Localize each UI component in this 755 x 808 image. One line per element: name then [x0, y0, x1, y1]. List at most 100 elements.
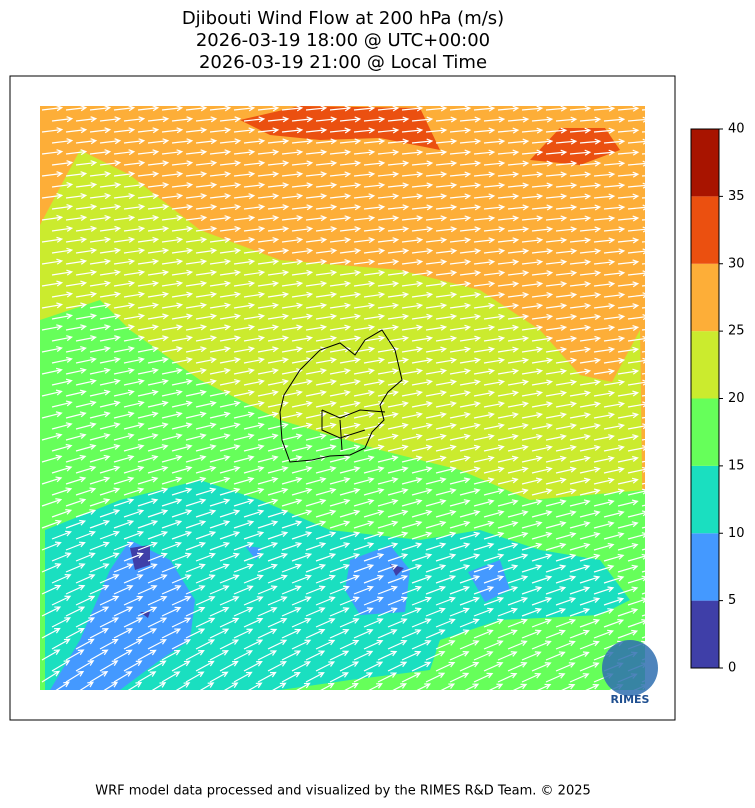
wind-arrow: [281, 520, 303, 529]
wind-arrow: [497, 412, 519, 419]
wind-arrow: [51, 116, 74, 123]
wind-arrow: [233, 541, 255, 551]
wind-arrow: [449, 149, 472, 156]
wind-arrow: [617, 303, 640, 310]
wind-arrow: [171, 422, 193, 430]
wind-arrow: [617, 171, 640, 178]
wind-arrow: [521, 302, 544, 309]
wind-arrow: [425, 215, 448, 222]
wind-arrow: [377, 302, 400, 309]
footer: WRF model data processed and visualized …: [95, 784, 591, 799]
wind-arrow: [123, 595, 144, 606]
wind-arrow: [291, 487, 313, 496]
wind-arrow: [267, 552, 289, 562]
wind-arrow: [569, 477, 591, 485]
country-border: [279, 329, 403, 463]
wind-arrow: [411, 401, 433, 408]
wind-arrow: [497, 520, 519, 529]
wind-arrow: [195, 444, 217, 452]
wind-arrow: [435, 661, 456, 672]
wind-arrow: [617, 237, 640, 244]
wind-arrow: [627, 423, 645, 430]
wind-arrow: [401, 259, 424, 266]
wind-arrow: [545, 499, 567, 507]
wind-arrow: [305, 171, 328, 178]
wind-arrow: [483, 248, 506, 255]
wind-arrow: [75, 443, 97, 452]
wind-arrow: [459, 182, 482, 189]
wind-arrow: [459, 575, 481, 584]
wind-arrow: [387, 574, 409, 584]
wind-arrow: [89, 454, 111, 463]
wind-arrow: [147, 225, 170, 232]
wind-arrow: [617, 608, 639, 617]
wind-arrow: [531, 575, 553, 584]
wind-arrow: [507, 640, 528, 650]
wind-arrow: [483, 661, 504, 672]
wind-arrow: [483, 204, 506, 211]
wind-arrow: [459, 466, 481, 474]
wind-arrow: [507, 138, 530, 145]
wind-arrow: [435, 596, 456, 606]
wind-arrow: [531, 226, 554, 233]
wind-arrow: [185, 280, 208, 287]
wind-arrow: [89, 346, 111, 353]
wind-arrow: [411, 248, 434, 255]
wind-arrow: [209, 541, 231, 551]
wind-arrow: [75, 400, 97, 408]
wind-arrow: [449, 368, 472, 375]
wind-arrow: [507, 553, 529, 562]
wind-arrow: [161, 649, 181, 661]
wind-arrow: [353, 520, 375, 529]
wind-arrow: [291, 552, 313, 562]
wind-arrow: [555, 138, 578, 145]
wind-arrow: [41, 106, 64, 112]
wind-arrow: [65, 454, 87, 463]
wind-arrow: [387, 160, 410, 167]
wind-arrow: [425, 477, 447, 485]
wind-arrow: [497, 171, 520, 178]
wind-arrow: [425, 237, 448, 244]
wind-arrow: [411, 270, 434, 277]
wind-arrow: [497, 564, 519, 573]
wind-arrow: [51, 203, 74, 210]
wind-arrow: [291, 269, 314, 276]
colorbar-segment: [691, 263, 719, 332]
wind-arrow: [171, 160, 194, 167]
wind-arrow: [137, 236, 160, 243]
wind-arrow: [281, 411, 303, 419]
wind-arrow: [75, 530, 96, 540]
wind-arrow: [291, 313, 314, 320]
wind-arrow: [363, 444, 385, 452]
wind-arrow: [555, 618, 577, 628]
wind-arrow: [459, 357, 482, 364]
wind-arrow: [267, 617, 288, 628]
wind-arrow: [377, 390, 399, 397]
wind-arrow: [41, 411, 63, 419]
wind-arrow: [627, 510, 645, 518]
wind-arrow: [425, 499, 447, 507]
wind-arrow: [411, 335, 434, 342]
wind-arrow: [617, 542, 639, 551]
wind-arrow: [281, 193, 304, 200]
wind-arrow: [219, 487, 241, 496]
wind-arrow: [603, 292, 626, 299]
wind-arrow: [147, 422, 169, 430]
wind-arrow: [185, 324, 208, 331]
wind-arrow: [497, 193, 520, 200]
wind-arrow: [449, 672, 470, 683]
wind-arrow: [89, 584, 110, 595]
wind-arrow: [339, 487, 361, 496]
wind-arrow: [113, 671, 133, 683]
wind-arrow: [51, 182, 74, 189]
wind-arrow: [219, 269, 242, 276]
wind-arrow: [569, 608, 591, 617]
wind-arrow: [291, 466, 313, 474]
wind-arrow: [147, 574, 168, 584]
wind-arrow: [171, 225, 194, 233]
wind-arrow: [497, 672, 518, 683]
wind-arrow: [464, 683, 480, 690]
wind-arrow: [569, 106, 592, 112]
colorbar-tick-label: 40: [728, 122, 745, 137]
wind-arrow: [123, 138, 146, 145]
